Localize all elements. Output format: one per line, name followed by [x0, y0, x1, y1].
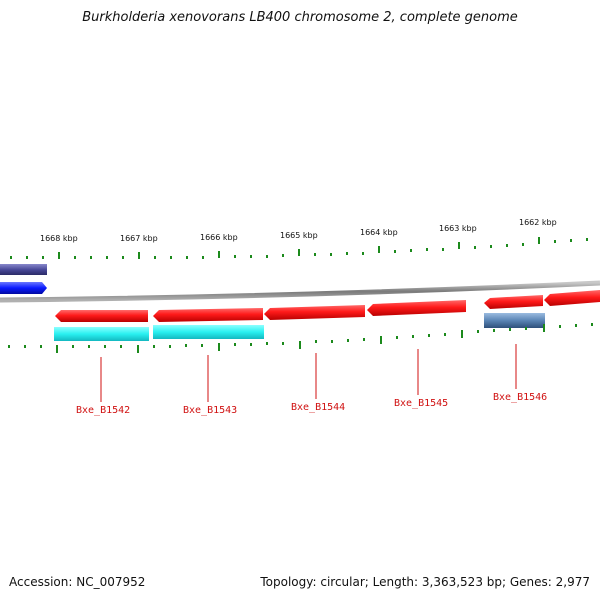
- kbp-label-1662: 1662 kbp: [519, 218, 557, 227]
- kbp-label-1667: 1667 kbp: [120, 234, 158, 243]
- gene-arrow-bxe-b1542[interactable]: [55, 310, 148, 322]
- kbp-label-1665: 1665 kbp: [280, 231, 318, 240]
- genome-summary-text: Topology: circular; Length: 3,363,523 bp…: [260, 575, 590, 589]
- gene-label-bxe-b1544[interactable]: Bxe_B1544: [291, 402, 345, 413]
- feature-dark-left[interactable]: [0, 264, 47, 275]
- gene-arrow-bxe-b1546[interactable]: [484, 295, 543, 309]
- accession-text: Accession: NC_007952: [9, 575, 146, 589]
- kbp-label-1663: 1663 kbp: [439, 224, 477, 233]
- gene-label-bxe-b1543[interactable]: Bxe_B1543: [183, 405, 237, 416]
- gene-label-bxe-b1542[interactable]: Bxe_B1542: [76, 405, 130, 416]
- label-leaders: [100, 344, 517, 402]
- cds-bar-bxe-b1543[interactable]: [153, 325, 264, 339]
- cds-bar-bxe-b1542[interactable]: [54, 327, 149, 341]
- gene-arrow-bxe-b1543[interactable]: [153, 308, 263, 322]
- gene-label-bxe-b1545[interactable]: Bxe_B1545: [394, 398, 448, 409]
- chromosome-backbone: [0, 280, 600, 303]
- gene-label-bxe-b1546[interactable]: Bxe_B1546: [493, 392, 547, 403]
- gene-arrow-right-edge[interactable]: [544, 290, 600, 306]
- feature-steel-bxe-b1546[interactable]: [484, 313, 545, 328]
- genome-title: Burkholderia xenovorans LB400 chromosome…: [82, 10, 518, 25]
- upper-ruler: [10, 237, 588, 259]
- gene-arrow-bxe-b1544[interactable]: [264, 305, 365, 320]
- kbp-label-1664: 1664 kbp: [360, 228, 398, 237]
- gene-arrow-bxe-b1545[interactable]: [367, 300, 466, 316]
- kbp-label-1666: 1666 kbp: [200, 233, 238, 242]
- feature-blue-left[interactable]: [0, 282, 47, 294]
- lower-ruler: [8, 323, 593, 353]
- kbp-label-1668: 1668 kbp: [40, 234, 78, 243]
